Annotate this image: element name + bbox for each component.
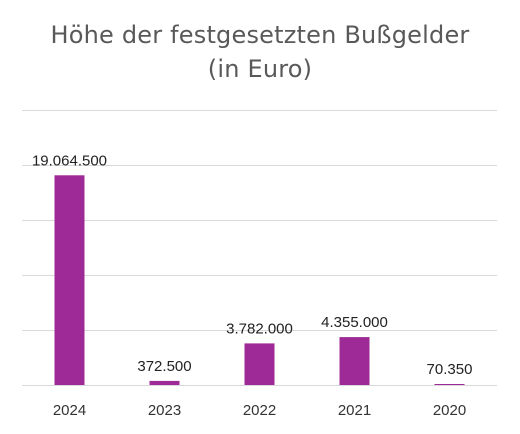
bar-2020 — [434, 384, 465, 385]
x-tick-label-2022: 2022 — [243, 402, 276, 419]
bar-2022 — [244, 343, 275, 385]
data-label-2022: 3.782.000 — [226, 320, 293, 337]
x-tick-label-2024: 2024 — [53, 402, 86, 419]
data-label-2024: 19.064.500 — [32, 152, 107, 169]
data-label-2020: 70.350 — [427, 361, 473, 378]
data-label-2023: 372.500 — [137, 358, 191, 375]
chart-title-line-2: (in Euro) — [207, 55, 313, 83]
bar-2021 — [339, 337, 370, 385]
x-tick-label-2021: 2021 — [338, 402, 371, 419]
chart-title-line-1: Höhe der festgesetzten Bußgelder — [50, 21, 470, 49]
x-tick-label-2020: 2020 — [433, 402, 466, 419]
bar-2024 — [54, 175, 85, 385]
data-label-2021: 4.355.000 — [321, 314, 388, 331]
bar-2023 — [149, 380, 180, 385]
x-tick-label-2023: 2023 — [148, 402, 181, 419]
